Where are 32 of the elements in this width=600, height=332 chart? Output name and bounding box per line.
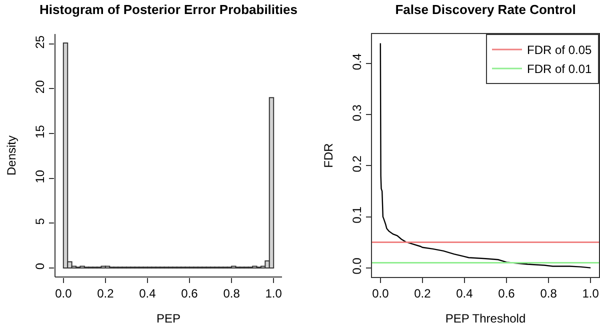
x-tick-label: 0.6 — [498, 286, 516, 300]
y-tick-label: 0.4 — [350, 53, 364, 70]
x-tick-label: 1.0 — [582, 286, 600, 300]
x-tick-label: 0.2 — [97, 286, 114, 300]
x-tick-label: 0.6 — [181, 286, 198, 300]
chart-title: Histogram of Posterior Error Probabilities — [40, 2, 298, 18]
x-axis-title: PEP — [156, 311, 181, 326]
y-axis-title: FDR — [322, 142, 336, 168]
line-series — [380, 42, 592, 268]
y-tick-label: 0 — [33, 262, 48, 270]
legend-label: FDR of 0.05 — [527, 43, 592, 58]
y-tick-label: 15 — [33, 124, 48, 138]
y-tick-label: 0.3 — [350, 104, 364, 122]
legend-label: FDR of 0.01 — [527, 62, 592, 76]
x-tick-label: 0.8 — [223, 286, 240, 300]
y-tick-label: 5 — [33, 218, 48, 225]
y-axis-title: Density — [4, 135, 18, 176]
x-tick-label: 0.8 — [540, 286, 558, 300]
x-tick-label: 1.0 — [265, 286, 282, 300]
y-tick-label: 10 — [33, 170, 48, 184]
x-tick-label: 0.0 — [55, 286, 72, 300]
y-tick-label: 0.2 — [350, 155, 364, 172]
y-tick-label: 0.1 — [350, 206, 364, 224]
y-tick-label: 25 — [33, 35, 48, 49]
x-tick-label: 0.4 — [456, 286, 474, 300]
x-axis-title: PEP Threshold — [445, 311, 526, 326]
x-tick-label: 0.2 — [414, 286, 432, 300]
x-tick-label: 0.0 — [372, 286, 390, 300]
y-tick-label: 20 — [33, 80, 48, 94]
x-tick-label: 0.4 — [139, 286, 156, 300]
chart-title: False Discovery Rate Control — [395, 2, 576, 18]
y-tick-label: 0.0 — [350, 257, 364, 274]
